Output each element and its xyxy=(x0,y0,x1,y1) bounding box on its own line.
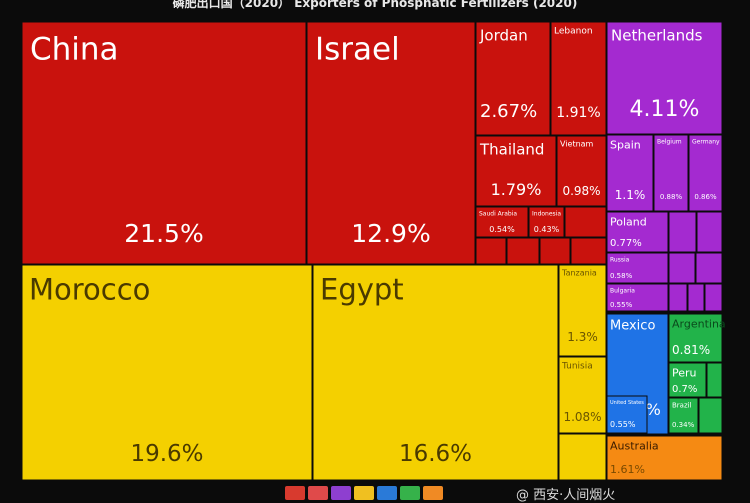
tile-value-tanzania: 1.3% xyxy=(567,330,598,344)
tile-label-spain: Spain xyxy=(610,138,641,151)
treemap-filler-tile xyxy=(687,283,705,312)
tile-value-indonesia: 0.43% xyxy=(534,225,560,234)
footer-app-icon xyxy=(308,486,328,500)
footer-app-icon xyxy=(354,486,374,500)
treemap-tile-israel xyxy=(306,21,476,265)
treemap-filler-tile xyxy=(506,237,540,265)
tile-label-united-states: United States xyxy=(610,400,644,406)
treemap-filler-tile xyxy=(704,283,723,312)
treemap-tile-bulgaria xyxy=(606,283,669,312)
tile-value-peru: 0.7% xyxy=(672,384,697,395)
treemap-tile-united-states xyxy=(606,395,648,434)
tile-value-belgium: 0.88% xyxy=(660,193,683,201)
treemap-tile-vietnam xyxy=(556,135,607,207)
tile-value-spain: 1.1% xyxy=(615,188,646,202)
treemap-filler-tile xyxy=(668,252,696,284)
tile-label-brazil: Brazil xyxy=(672,402,692,410)
treemap-tile-australia xyxy=(606,435,723,481)
tile-value-tunisia: 1.08% xyxy=(563,410,601,424)
tile-label-bulgaria: Bulgaria xyxy=(610,288,635,295)
tile-label-poland: Poland xyxy=(610,215,647,228)
treemap-filler-tile xyxy=(564,206,607,238)
treemap-tile-peru xyxy=(668,362,707,398)
tile-label-jordan: Jordan xyxy=(479,26,528,44)
tile-value-brazil: 0.34% xyxy=(672,421,695,429)
tile-value-poland: 0.77% xyxy=(610,238,642,249)
tile-value-morocco: 19.6% xyxy=(130,441,203,467)
tile-label-netherlands: Netherlands xyxy=(611,26,703,44)
tile-value-australia: 1.61% xyxy=(610,463,645,476)
tile-value-netherlands: 4.11% xyxy=(630,97,700,122)
tile-label-argentina: Argentina xyxy=(672,317,726,330)
treemap-tile-belgium xyxy=(653,134,689,212)
footer-icon-row xyxy=(285,486,443,500)
tile-label-lebanon: Lebanon xyxy=(554,27,593,37)
tile-label-australia: Australia xyxy=(610,439,659,452)
tile-value-china: 21.5% xyxy=(124,219,203,248)
treemap-tile-thailand xyxy=(475,135,557,207)
tile-label-tunisia: Tunisia xyxy=(561,362,593,372)
footer-app-icon xyxy=(377,486,397,500)
tile-label-germany: Germany xyxy=(692,139,720,146)
tile-value-saudi-arabia: 0.54% xyxy=(489,225,515,234)
treemap-tile-tunisia xyxy=(558,356,607,434)
tile-value-united-states: 0.55% xyxy=(610,420,636,429)
treemap-filler-tile xyxy=(698,397,723,434)
tile-label-mexico: Mexico xyxy=(610,318,655,333)
tile-value-germany: 0.86% xyxy=(694,193,717,201)
treemap-tile-china xyxy=(21,21,307,265)
treemap-tile-lebanon xyxy=(550,21,607,136)
treemap-tile-indonesia xyxy=(528,206,565,238)
tile-value-vietnam: 0.98% xyxy=(562,184,600,198)
footer-app-icon xyxy=(400,486,420,500)
treemap-filler-tile xyxy=(570,237,607,265)
tile-value-bulgaria: 0.55% xyxy=(610,301,633,309)
footer-app-icon xyxy=(331,486,351,500)
tile-value-argentina: 0.81% xyxy=(672,343,710,357)
treemap-tile-germany xyxy=(688,134,723,212)
tile-label-thailand: Thailand xyxy=(479,140,544,158)
tile-value-jordan: 2.67% xyxy=(480,101,537,122)
tile-label-indonesia: Indonesia xyxy=(532,211,561,218)
tile-label-peru: Peru xyxy=(672,366,697,379)
tile-label-russia: Russia xyxy=(610,257,630,264)
treemap-filler-tile xyxy=(558,433,607,481)
tile-label-belgium: Belgium xyxy=(657,139,682,146)
tile-label-egypt: Egypt xyxy=(320,273,404,307)
treemap-tile-tanzania xyxy=(558,264,607,357)
treemap-filler-tile xyxy=(668,283,688,312)
tile-label-tanzania: Tanzania xyxy=(561,269,597,278)
tile-value-thailand: 1.79% xyxy=(491,180,542,199)
treemap-tile-poland xyxy=(606,211,669,253)
tile-label-saudi-arabia: Saudi Arabia xyxy=(479,211,517,218)
treemap-filler-tile xyxy=(706,362,723,398)
tile-value-russia: 0.58% xyxy=(610,272,633,280)
tile-label-vietnam: Vietnam xyxy=(560,140,594,149)
chart-title: 磷肥出口国（2020） Exporters of Phosphatic Fert… xyxy=(172,0,578,10)
footer-app-icon xyxy=(423,486,443,500)
tile-label-china: China xyxy=(30,31,119,67)
watermark-text: @ 西安·人间烟火 xyxy=(516,488,616,503)
treemap-tile-argentina xyxy=(668,313,723,363)
tile-value-lebanon: 1.91% xyxy=(556,105,600,121)
treemap-filler-tile xyxy=(539,237,571,265)
treemap-filler-tile xyxy=(696,211,723,253)
treemap-tile-russia xyxy=(606,252,669,284)
treemap-filler-tile xyxy=(475,237,507,265)
treemap-tile-spain xyxy=(606,134,654,212)
footer-app-icon xyxy=(285,486,305,500)
treemap-tile-egypt xyxy=(312,264,559,481)
treemap-filler-tile xyxy=(668,211,697,253)
treemap-tile-jordan xyxy=(475,21,551,136)
treemap-tile-brazil xyxy=(668,397,699,434)
tile-label-morocco: Morocco xyxy=(29,273,150,307)
tile-label-israel: Israel xyxy=(315,31,400,67)
treemap-tile-netherlands xyxy=(606,21,723,135)
treemap-tile-saudi-arabia xyxy=(475,206,529,238)
tile-value-israel: 12.9% xyxy=(351,219,430,248)
treemap-filler-tile xyxy=(695,252,723,284)
tile-value-egypt: 16.6% xyxy=(399,441,472,467)
treemap-tile-morocco xyxy=(21,264,313,481)
